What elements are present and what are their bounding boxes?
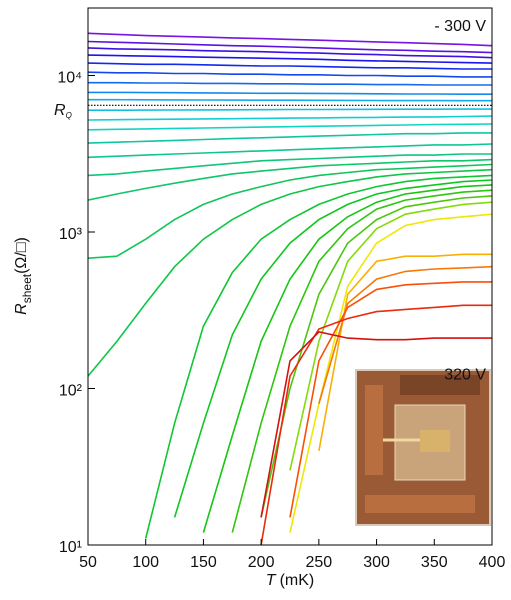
data-line [88, 170, 492, 376]
annotation: - 300 V [434, 18, 486, 35]
data-line [88, 83, 492, 85]
y-tick-label: 10³ [59, 226, 83, 243]
y-axis-label: Rsheet(Ω/□) [13, 237, 34, 315]
x-tick-label: 150 [190, 554, 217, 571]
y-label-unit: (Ω/□) [13, 237, 30, 274]
y-tick-label: 10⁴ [57, 70, 82, 87]
data-line [88, 92, 492, 94]
data-line [88, 124, 492, 130]
y-tick-label: 10² [59, 383, 83, 400]
data-line [88, 109, 492, 110]
x-tick-label: 100 [132, 554, 159, 571]
x-tick-label: 250 [306, 554, 333, 571]
chart: RQ T(mK) Rsheet(Ω/□) 5010015020025030035… [0, 0, 511, 595]
x-label-unit: (mK) [280, 572, 315, 589]
annotation: 320 V [444, 366, 486, 383]
y-label-var: R [13, 303, 30, 315]
x-tick-label: 350 [421, 554, 448, 571]
y-tick-label: 10¹ [59, 539, 82, 556]
data-line [88, 133, 492, 143]
ref-label: RQ [54, 102, 72, 120]
x-tick-label: 300 [363, 554, 390, 571]
page: RQ T(mK) Rsheet(Ω/□) 5010015020025030035… [0, 0, 511, 600]
y-label-sub: sheet [20, 273, 34, 303]
ref-label-main: R [54, 102, 66, 119]
x-label-var: T [266, 572, 277, 589]
data-line [88, 63, 492, 69]
data-line [88, 72, 492, 77]
x-tick-label: 400 [479, 554, 506, 571]
data-line [88, 100, 492, 101]
x-tick-label: 50 [79, 554, 97, 571]
x-tick-label: 200 [248, 554, 275, 571]
inset-photo [356, 370, 490, 525]
ref-label-sub: Q [66, 111, 72, 120]
x-axis-label: T(mK) [266, 572, 314, 589]
data-line [88, 116, 492, 120]
